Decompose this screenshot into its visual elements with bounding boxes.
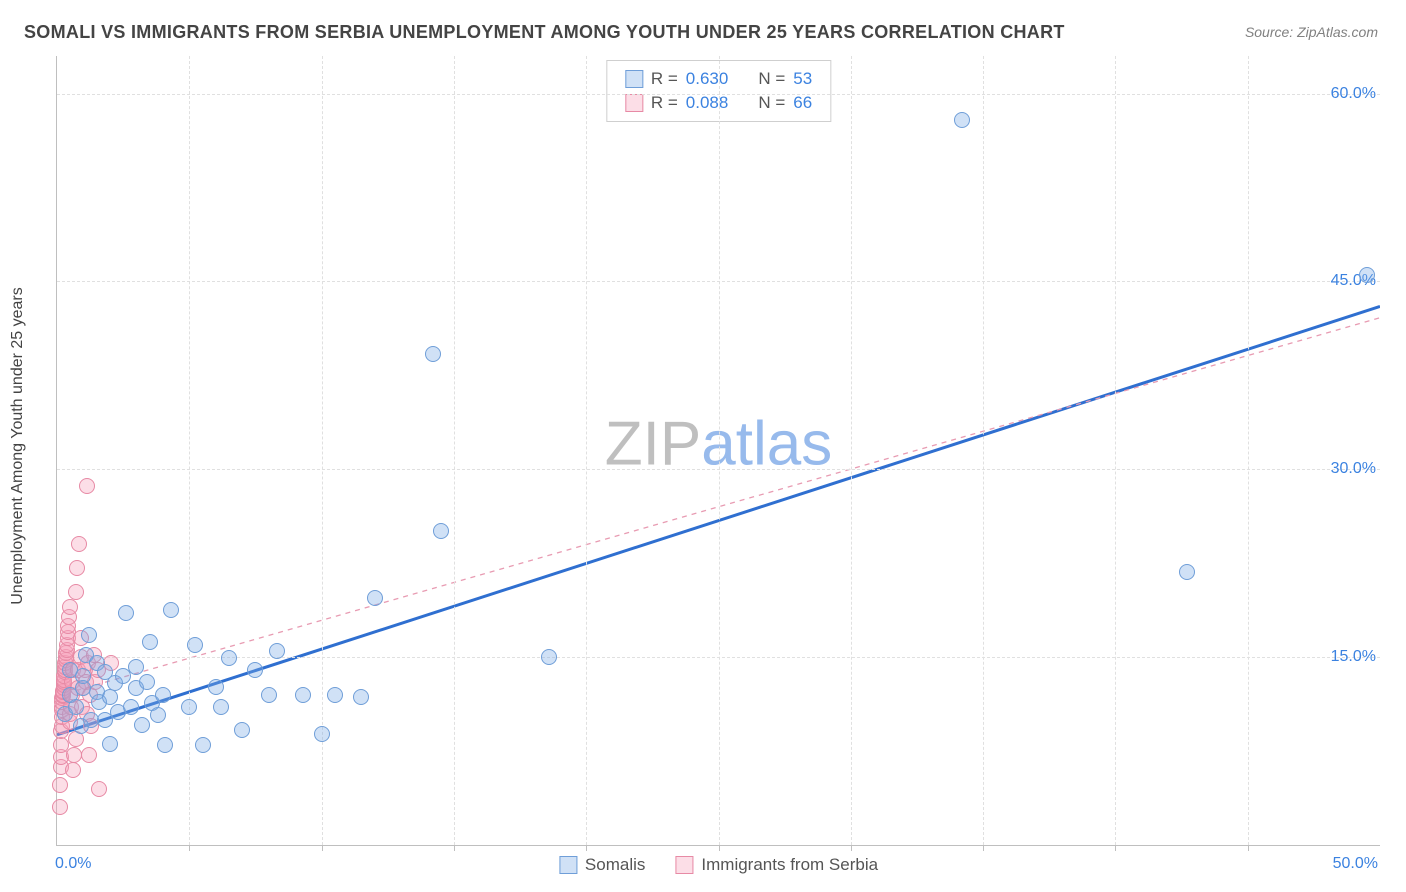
point-somalis bbox=[163, 602, 179, 618]
x-tick-label: 50.0% bbox=[1333, 855, 1378, 873]
point-somalis bbox=[139, 674, 155, 690]
point-serbia bbox=[69, 560, 85, 576]
point-somalis bbox=[234, 722, 250, 738]
watermark-atlas: atlas bbox=[701, 409, 832, 478]
r-label: R = bbox=[651, 69, 678, 89]
point-serbia bbox=[71, 536, 87, 552]
plot-area: ZIPatlas R = 0.630N = 53R = 0.088N = 66 … bbox=[56, 56, 1380, 846]
point-somalis bbox=[208, 679, 224, 695]
point-somalis bbox=[187, 637, 203, 653]
x-tick-label: 0.0% bbox=[55, 855, 91, 873]
x-tick-mark bbox=[586, 845, 587, 851]
point-serbia bbox=[65, 762, 81, 778]
point-serbia bbox=[68, 584, 84, 600]
r-value: 0.630 bbox=[686, 69, 729, 89]
point-serbia bbox=[91, 781, 107, 797]
point-somalis bbox=[102, 736, 118, 752]
gridline-v bbox=[851, 56, 852, 845]
point-somalis bbox=[157, 737, 173, 753]
legend-swatch-icon bbox=[675, 856, 693, 874]
r-value: 0.088 bbox=[686, 93, 729, 113]
point-serbia bbox=[81, 747, 97, 763]
point-somalis bbox=[314, 726, 330, 742]
point-somalis bbox=[367, 590, 383, 606]
gridline-v bbox=[454, 56, 455, 845]
point-somalis bbox=[1359, 267, 1375, 283]
point-somalis bbox=[181, 699, 197, 715]
legend-swatch-icon bbox=[625, 70, 643, 88]
gridline-v bbox=[1248, 56, 1249, 845]
legend-swatch-icon bbox=[625, 94, 643, 112]
point-somalis bbox=[155, 687, 171, 703]
point-somalis bbox=[128, 659, 144, 675]
gridline-v bbox=[719, 56, 720, 845]
legend-swatch-icon bbox=[559, 856, 577, 874]
n-value: 66 bbox=[793, 93, 812, 113]
point-somalis bbox=[195, 737, 211, 753]
legend-item: Somalis bbox=[559, 855, 645, 875]
point-somalis bbox=[295, 687, 311, 703]
point-somalis bbox=[134, 717, 150, 733]
x-tick-mark bbox=[851, 845, 852, 851]
gridline-v bbox=[983, 56, 984, 845]
point-serbia bbox=[52, 777, 68, 793]
gridline-v bbox=[189, 56, 190, 845]
point-somalis bbox=[118, 605, 134, 621]
y-tick-label: 60.0% bbox=[1331, 85, 1380, 103]
legend-label: Somalis bbox=[585, 855, 645, 875]
point-somalis bbox=[75, 668, 91, 684]
y-axis-label: Unemployment Among Youth under 25 years bbox=[9, 287, 27, 605]
point-somalis bbox=[954, 112, 970, 128]
x-tick-mark bbox=[1248, 845, 1249, 851]
x-tick-mark bbox=[454, 845, 455, 851]
n-label: N = bbox=[758, 93, 785, 113]
y-tick-label: 30.0% bbox=[1331, 460, 1380, 478]
point-somalis bbox=[123, 699, 139, 715]
x-tick-mark bbox=[719, 845, 720, 851]
point-somalis bbox=[68, 699, 84, 715]
gridline-v bbox=[1115, 56, 1116, 845]
point-somalis bbox=[269, 643, 285, 659]
chart-title: SOMALI VS IMMIGRANTS FROM SERBIA UNEMPLO… bbox=[24, 22, 1065, 43]
legend-item: Immigrants from Serbia bbox=[675, 855, 878, 875]
x-tick-mark bbox=[1115, 845, 1116, 851]
point-somalis bbox=[327, 687, 343, 703]
point-somalis bbox=[1179, 564, 1195, 580]
legend-label: Immigrants from Serbia bbox=[701, 855, 878, 875]
point-somalis bbox=[433, 523, 449, 539]
gridline-v bbox=[586, 56, 587, 845]
x-tick-mark bbox=[983, 845, 984, 851]
series-legend: Somalis Immigrants from Serbia bbox=[559, 855, 878, 875]
point-somalis bbox=[150, 707, 166, 723]
point-somalis bbox=[261, 687, 277, 703]
n-label: N = bbox=[758, 69, 785, 89]
point-somalis bbox=[353, 689, 369, 705]
source-label: Source: ZipAtlas.com bbox=[1245, 24, 1378, 40]
point-serbia bbox=[52, 799, 68, 815]
point-serbia bbox=[79, 478, 95, 494]
n-value: 53 bbox=[793, 69, 812, 89]
point-somalis bbox=[142, 634, 158, 650]
point-somalis bbox=[221, 650, 237, 666]
point-somalis bbox=[425, 346, 441, 362]
y-tick-label: 15.0% bbox=[1331, 648, 1380, 666]
point-somalis bbox=[213, 699, 229, 715]
x-tick-mark bbox=[322, 845, 323, 851]
point-serbia bbox=[62, 599, 78, 615]
point-somalis bbox=[81, 627, 97, 643]
x-tick-mark bbox=[189, 845, 190, 851]
point-somalis bbox=[247, 662, 263, 678]
watermark-zip: ZIP bbox=[605, 409, 701, 478]
point-somalis bbox=[541, 649, 557, 665]
point-somalis bbox=[102, 689, 118, 705]
r-label: R = bbox=[651, 93, 678, 113]
